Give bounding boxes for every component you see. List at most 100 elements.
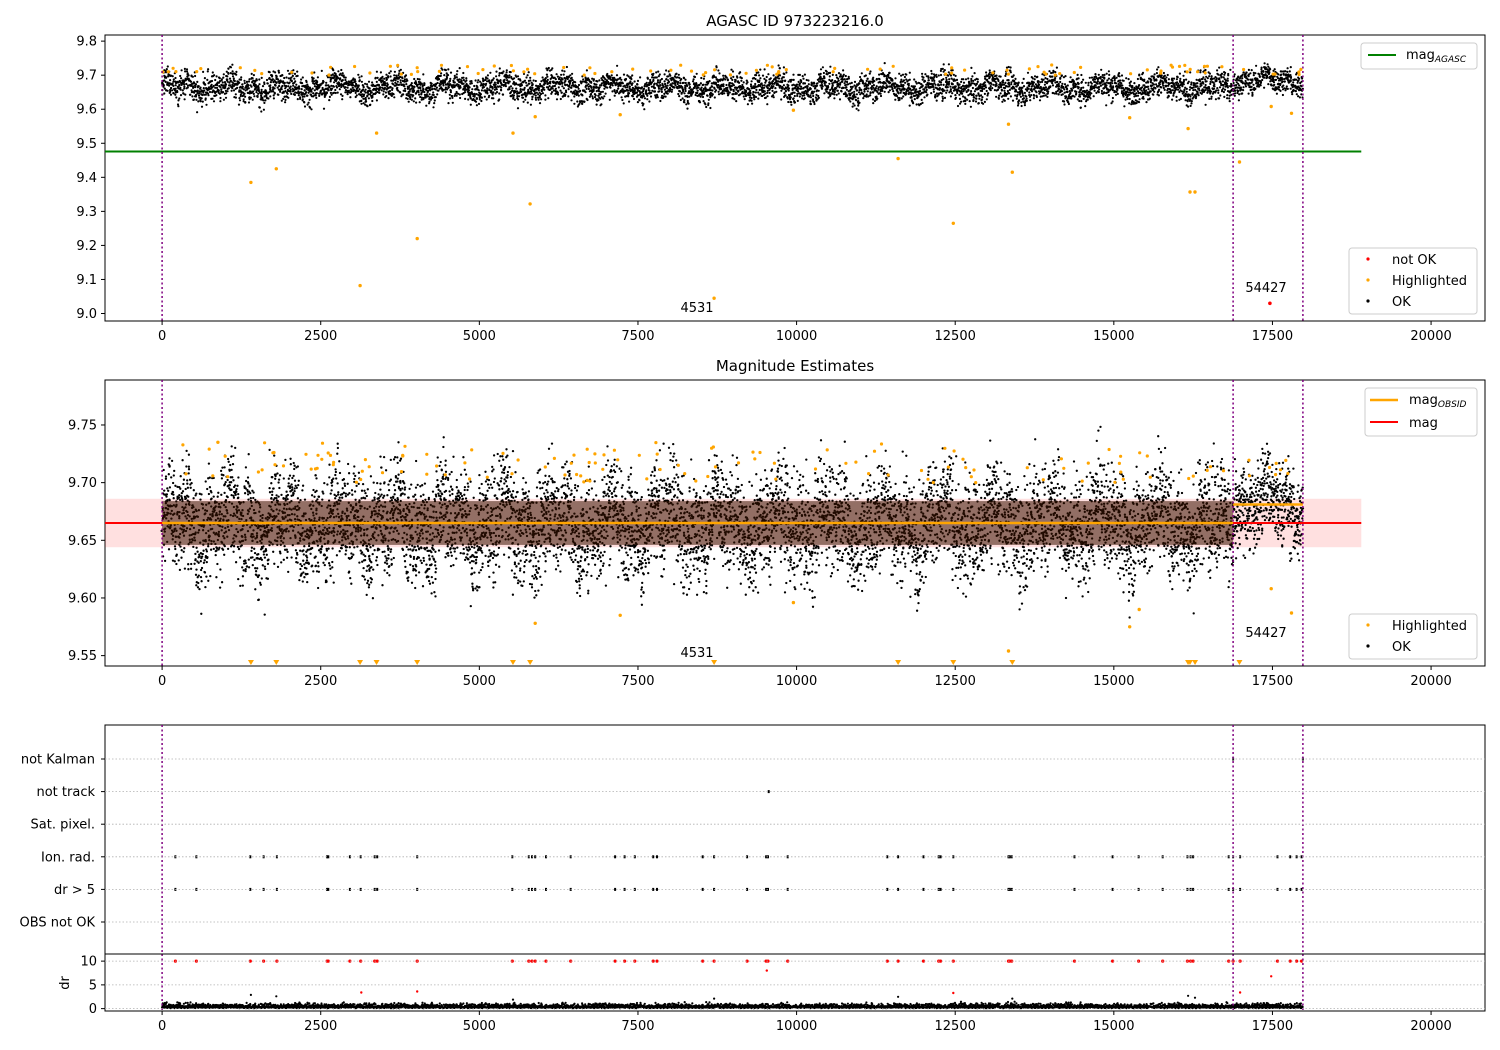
ok-point [1152, 88, 1155, 91]
ok-point [226, 90, 229, 93]
ok-point [980, 98, 984, 101]
ok-point [864, 74, 868, 77]
ok-point [488, 94, 491, 97]
ok-point [180, 77, 183, 80]
ok-point [295, 83, 298, 86]
ok-point [339, 77, 342, 80]
ok-point [684, 87, 687, 90]
ok-point [206, 91, 209, 95]
ok-point [1169, 91, 1172, 94]
ok-point [750, 85, 753, 88]
ok-point [332, 85, 335, 88]
ok-point [235, 73, 238, 76]
ok-point [247, 80, 251, 83]
ok-point [354, 91, 357, 94]
ok-point [169, 93, 173, 96]
ok-point [239, 95, 242, 98]
ok-point [530, 92, 534, 95]
ok-point [571, 79, 574, 82]
ok-point [534, 94, 537, 97]
ok-point [407, 100, 410, 103]
ok-point [1096, 80, 1099, 83]
ok-point [1120, 82, 1123, 85]
ok-point [221, 81, 224, 84]
ok-point [854, 96, 857, 99]
ok-point [631, 82, 634, 85]
ok-point [199, 87, 202, 90]
ok-point [946, 89, 949, 92]
ok-point [736, 76, 739, 79]
ok-point [1143, 84, 1146, 87]
ok-point [276, 78, 280, 81]
ok-point [375, 70, 378, 73]
ok-point [734, 79, 737, 82]
ok-point [652, 72, 655, 75]
ok-point [609, 86, 612, 89]
ok-point [1092, 95, 1095, 98]
ok-point [702, 83, 705, 86]
ok-point [642, 87, 646, 90]
ok-point [866, 77, 869, 80]
ok-point [771, 89, 774, 92]
ok-point [1012, 74, 1015, 77]
ok-point [244, 89, 247, 92]
ok-point [1111, 96, 1114, 100]
ok-point [691, 80, 695, 83]
ok-point [550, 91, 554, 94]
ok-point [860, 91, 863, 94]
ok-point [809, 87, 812, 90]
ok-point [1001, 81, 1005, 84]
ok-point [260, 92, 263, 95]
ok-point [828, 91, 831, 94]
ok-point [1030, 88, 1033, 91]
ok-point [949, 95, 953, 98]
ok-point [245, 80, 249, 83]
ok-point [700, 76, 703, 80]
ok-point [807, 83, 810, 86]
ok-point [193, 91, 196, 94]
ok-point [202, 91, 205, 94]
ok-point [1004, 72, 1008, 76]
ok-point [362, 86, 365, 89]
ok-point [989, 89, 992, 92]
ok-point [951, 83, 954, 86]
ok-point [869, 82, 872, 85]
ok-point [268, 91, 271, 94]
ok-point [764, 92, 767, 95]
ok-point [448, 93, 451, 96]
ok-point [1160, 86, 1163, 89]
ok-point [200, 105, 204, 108]
ok-point [833, 91, 836, 94]
ok-point [628, 100, 631, 103]
ok-point [837, 92, 840, 95]
ok-point [281, 84, 284, 88]
ok-point [172, 84, 175, 87]
ok-point [961, 84, 965, 88]
ok-point [758, 80, 761, 84]
ok-point [1007, 83, 1011, 86]
ok-point [1150, 78, 1153, 82]
ok-point [908, 78, 911, 81]
ok-point [820, 87, 824, 90]
ok-point [782, 76, 785, 79]
ok-point [361, 88, 365, 91]
ok-point [297, 94, 300, 97]
ok-point [440, 87, 443, 90]
ok-point [303, 105, 307, 108]
ok-point [647, 86, 650, 90]
ok-point [219, 86, 222, 89]
ok-point [817, 89, 820, 92]
ok-point [1076, 98, 1079, 101]
ok-point [512, 94, 516, 97]
ok-point [292, 84, 295, 87]
ok-point [1127, 78, 1130, 81]
ok-point [433, 99, 436, 102]
ok-point [165, 68, 168, 71]
ok-point [942, 63, 945, 66]
ok-point [1082, 78, 1085, 81]
ok-point [974, 100, 978, 103]
ok-point [337, 77, 340, 80]
ok-point [1044, 77, 1047, 80]
ok-point [186, 84, 190, 87]
ok-point [379, 71, 382, 74]
